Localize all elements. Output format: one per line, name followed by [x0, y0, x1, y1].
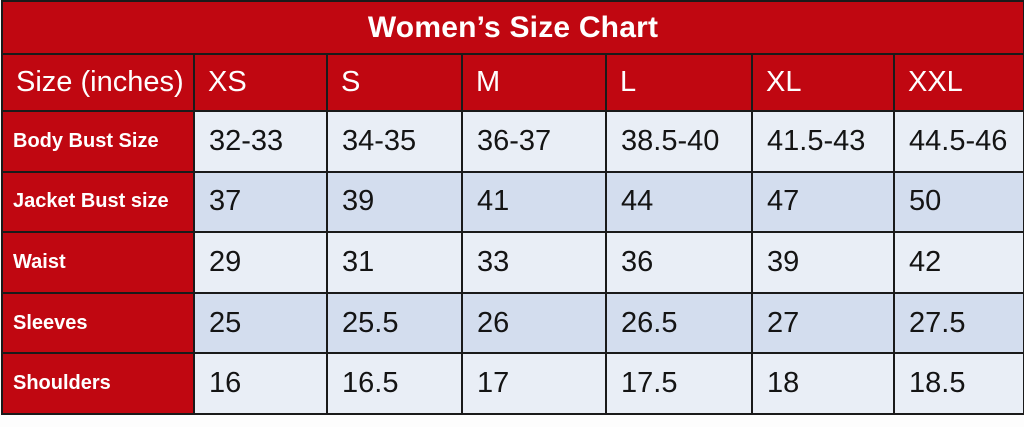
row-label-waist: Waist	[1, 231, 195, 294]
size-cell: 29	[193, 231, 328, 294]
table-row-sleeves: Sleeves 25 25.5 26 26.5 27 27.5	[1, 291, 1024, 355]
column-header-xxl: XXL	[892, 53, 1024, 112]
page-title: Women’s Size Chart	[0, 0, 1024, 55]
size-cell: 36-37	[461, 110, 607, 173]
size-cell: 18	[751, 352, 895, 415]
column-header-xs: XS	[193, 53, 328, 112]
column-header-size-inches: Size (inches)	[1, 53, 195, 112]
size-cell: 47	[751, 170, 895, 234]
column-header-l: L	[605, 53, 753, 112]
size-cell: 42	[892, 231, 1024, 294]
size-cell: 18.5	[892, 352, 1024, 415]
size-cell: 44	[605, 170, 753, 234]
size-cell: 44.5-46	[892, 110, 1024, 173]
column-header-m: M	[461, 53, 607, 112]
size-cell: 26	[461, 291, 607, 355]
size-cell: 26.5	[605, 291, 753, 355]
size-cell: 39	[751, 231, 895, 294]
row-label-shoulders: Shoulders	[1, 352, 195, 415]
row-label-jacket-bust: Jacket Bust size	[1, 170, 195, 234]
size-cell: 37	[193, 170, 328, 234]
table-row-body-bust: Body Bust Size 32-33 34-35 36-37 38.5-40…	[1, 110, 1024, 173]
table-row-shoulders: Shoulders 16 16.5 17 17.5 18 18.5	[1, 352, 1024, 415]
column-header-xl: XL	[751, 53, 895, 112]
size-cell: 16	[193, 352, 328, 415]
size-cell: 25	[193, 291, 328, 355]
row-label-body-bust: Body Bust Size	[1, 110, 195, 173]
size-cell: 27.5	[892, 291, 1024, 355]
size-cell: 25.5	[326, 291, 463, 355]
size-cell: 34-35	[326, 110, 463, 173]
size-cell: 16.5	[326, 352, 463, 415]
header-row: Size (inches) XS S M L XL XXL	[1, 53, 1024, 112]
size-cell: 38.5-40	[605, 110, 753, 173]
size-cell: 17.5	[605, 352, 753, 415]
table-row-jacket-bust: Jacket Bust size 37 39 41 44 47 50	[1, 170, 1024, 234]
size-cell: 33	[461, 231, 607, 294]
size-cell: 41.5-43	[751, 110, 895, 173]
size-cell: 50	[892, 170, 1024, 234]
size-cell: 36	[605, 231, 753, 294]
row-label-sleeves: Sleeves	[1, 291, 195, 355]
column-header-s: S	[326, 53, 463, 112]
table-row-waist: Waist 29 31 33 36 39 42	[1, 231, 1024, 294]
size-cell: 31	[326, 231, 463, 294]
size-chart-table: Women’s Size Chart Size (inches) XS S M …	[0, 0, 1024, 415]
size-cell: 41	[461, 170, 607, 234]
size-cell: 32-33	[193, 110, 328, 173]
size-cell: 39	[326, 170, 463, 234]
size-cell: 17	[461, 352, 607, 415]
size-cell: 27	[751, 291, 895, 355]
title-row: Women’s Size Chart	[0, 0, 1024, 55]
